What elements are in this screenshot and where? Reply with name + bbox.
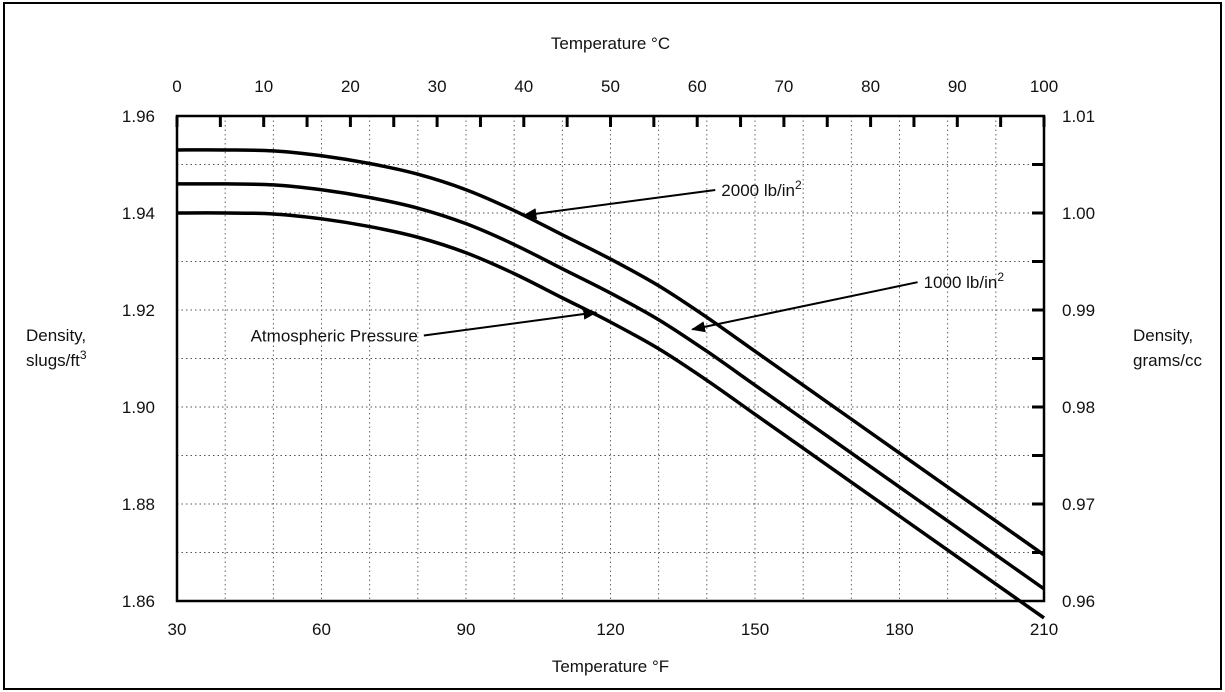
y-left-tick-label: 1.90	[122, 398, 155, 417]
y-left-tick-label: 1.86	[122, 592, 155, 611]
y-left-tick-label: 1.88	[122, 495, 155, 514]
y-right-tick-label: 1.01	[1062, 107, 1095, 126]
x-top-tick-label: 40	[514, 77, 533, 96]
x-top-tick-label: 60	[688, 77, 707, 96]
annotation-label-2: Atmospheric Pressure	[251, 327, 418, 346]
y-right-tick-label: 1.00	[1062, 204, 1095, 223]
series-line-1	[176, 182, 1046, 591]
y-left-tick-label: 1.94	[122, 204, 155, 223]
x-top-tick-label: 30	[428, 77, 447, 96]
x-top-tick-label: 100	[1030, 77, 1058, 96]
x-bottom-tick-label: 30	[168, 620, 187, 639]
x-top-tick-label: 80	[861, 77, 880, 96]
y-left-tick-label: 1.92	[122, 301, 155, 320]
x-bottom-tick-label: 180	[885, 620, 913, 639]
x-bottom-tick-label: 90	[457, 620, 476, 639]
x-bottom-tick-label: 150	[741, 620, 769, 639]
x-bottom-tick-label: 60	[312, 620, 331, 639]
x-top-tick-label: 90	[948, 77, 967, 96]
y-left-tick-label: 1.96	[122, 107, 155, 126]
x-top-tick-label: 20	[341, 77, 360, 96]
y-right-axis-unit: grams/cc	[1133, 351, 1202, 370]
annotation-label-0: 2000 lb/in2	[721, 178, 802, 200]
x-top-tick-label: 0	[172, 77, 181, 96]
x-bottom-axis-title: Temperature °F	[552, 657, 669, 676]
x-top-tick-label: 50	[601, 77, 620, 96]
y-left-axis-title: Density,	[26, 326, 86, 345]
annotation-arrow-0	[522, 189, 716, 220]
x-bottom-tick-label: 120	[596, 620, 624, 639]
y-right-axis-title: Density,	[1133, 326, 1193, 345]
annotation-label-1: 1000 lb/in2	[924, 270, 1005, 292]
y-right-tick-label: 0.98	[1062, 398, 1095, 417]
x-top-axis-title: Temperature °C	[551, 34, 670, 53]
series-line-2	[176, 211, 1046, 620]
annotation-arrow-2	[423, 308, 598, 337]
annotation-arrow-1	[691, 281, 918, 333]
y-left-axis-unit: slugs/ft3	[26, 348, 87, 370]
series-line-0	[176, 148, 1046, 557]
y-right-tick-label: 0.99	[1062, 301, 1095, 320]
y-right-tick-label: 0.96	[1062, 592, 1095, 611]
x-top-tick-label: 10	[254, 77, 273, 96]
y-right-tick-label: 0.97	[1062, 495, 1095, 514]
x-bottom-tick-label: 210	[1030, 620, 1058, 639]
x-top-tick-label: 70	[774, 77, 793, 96]
